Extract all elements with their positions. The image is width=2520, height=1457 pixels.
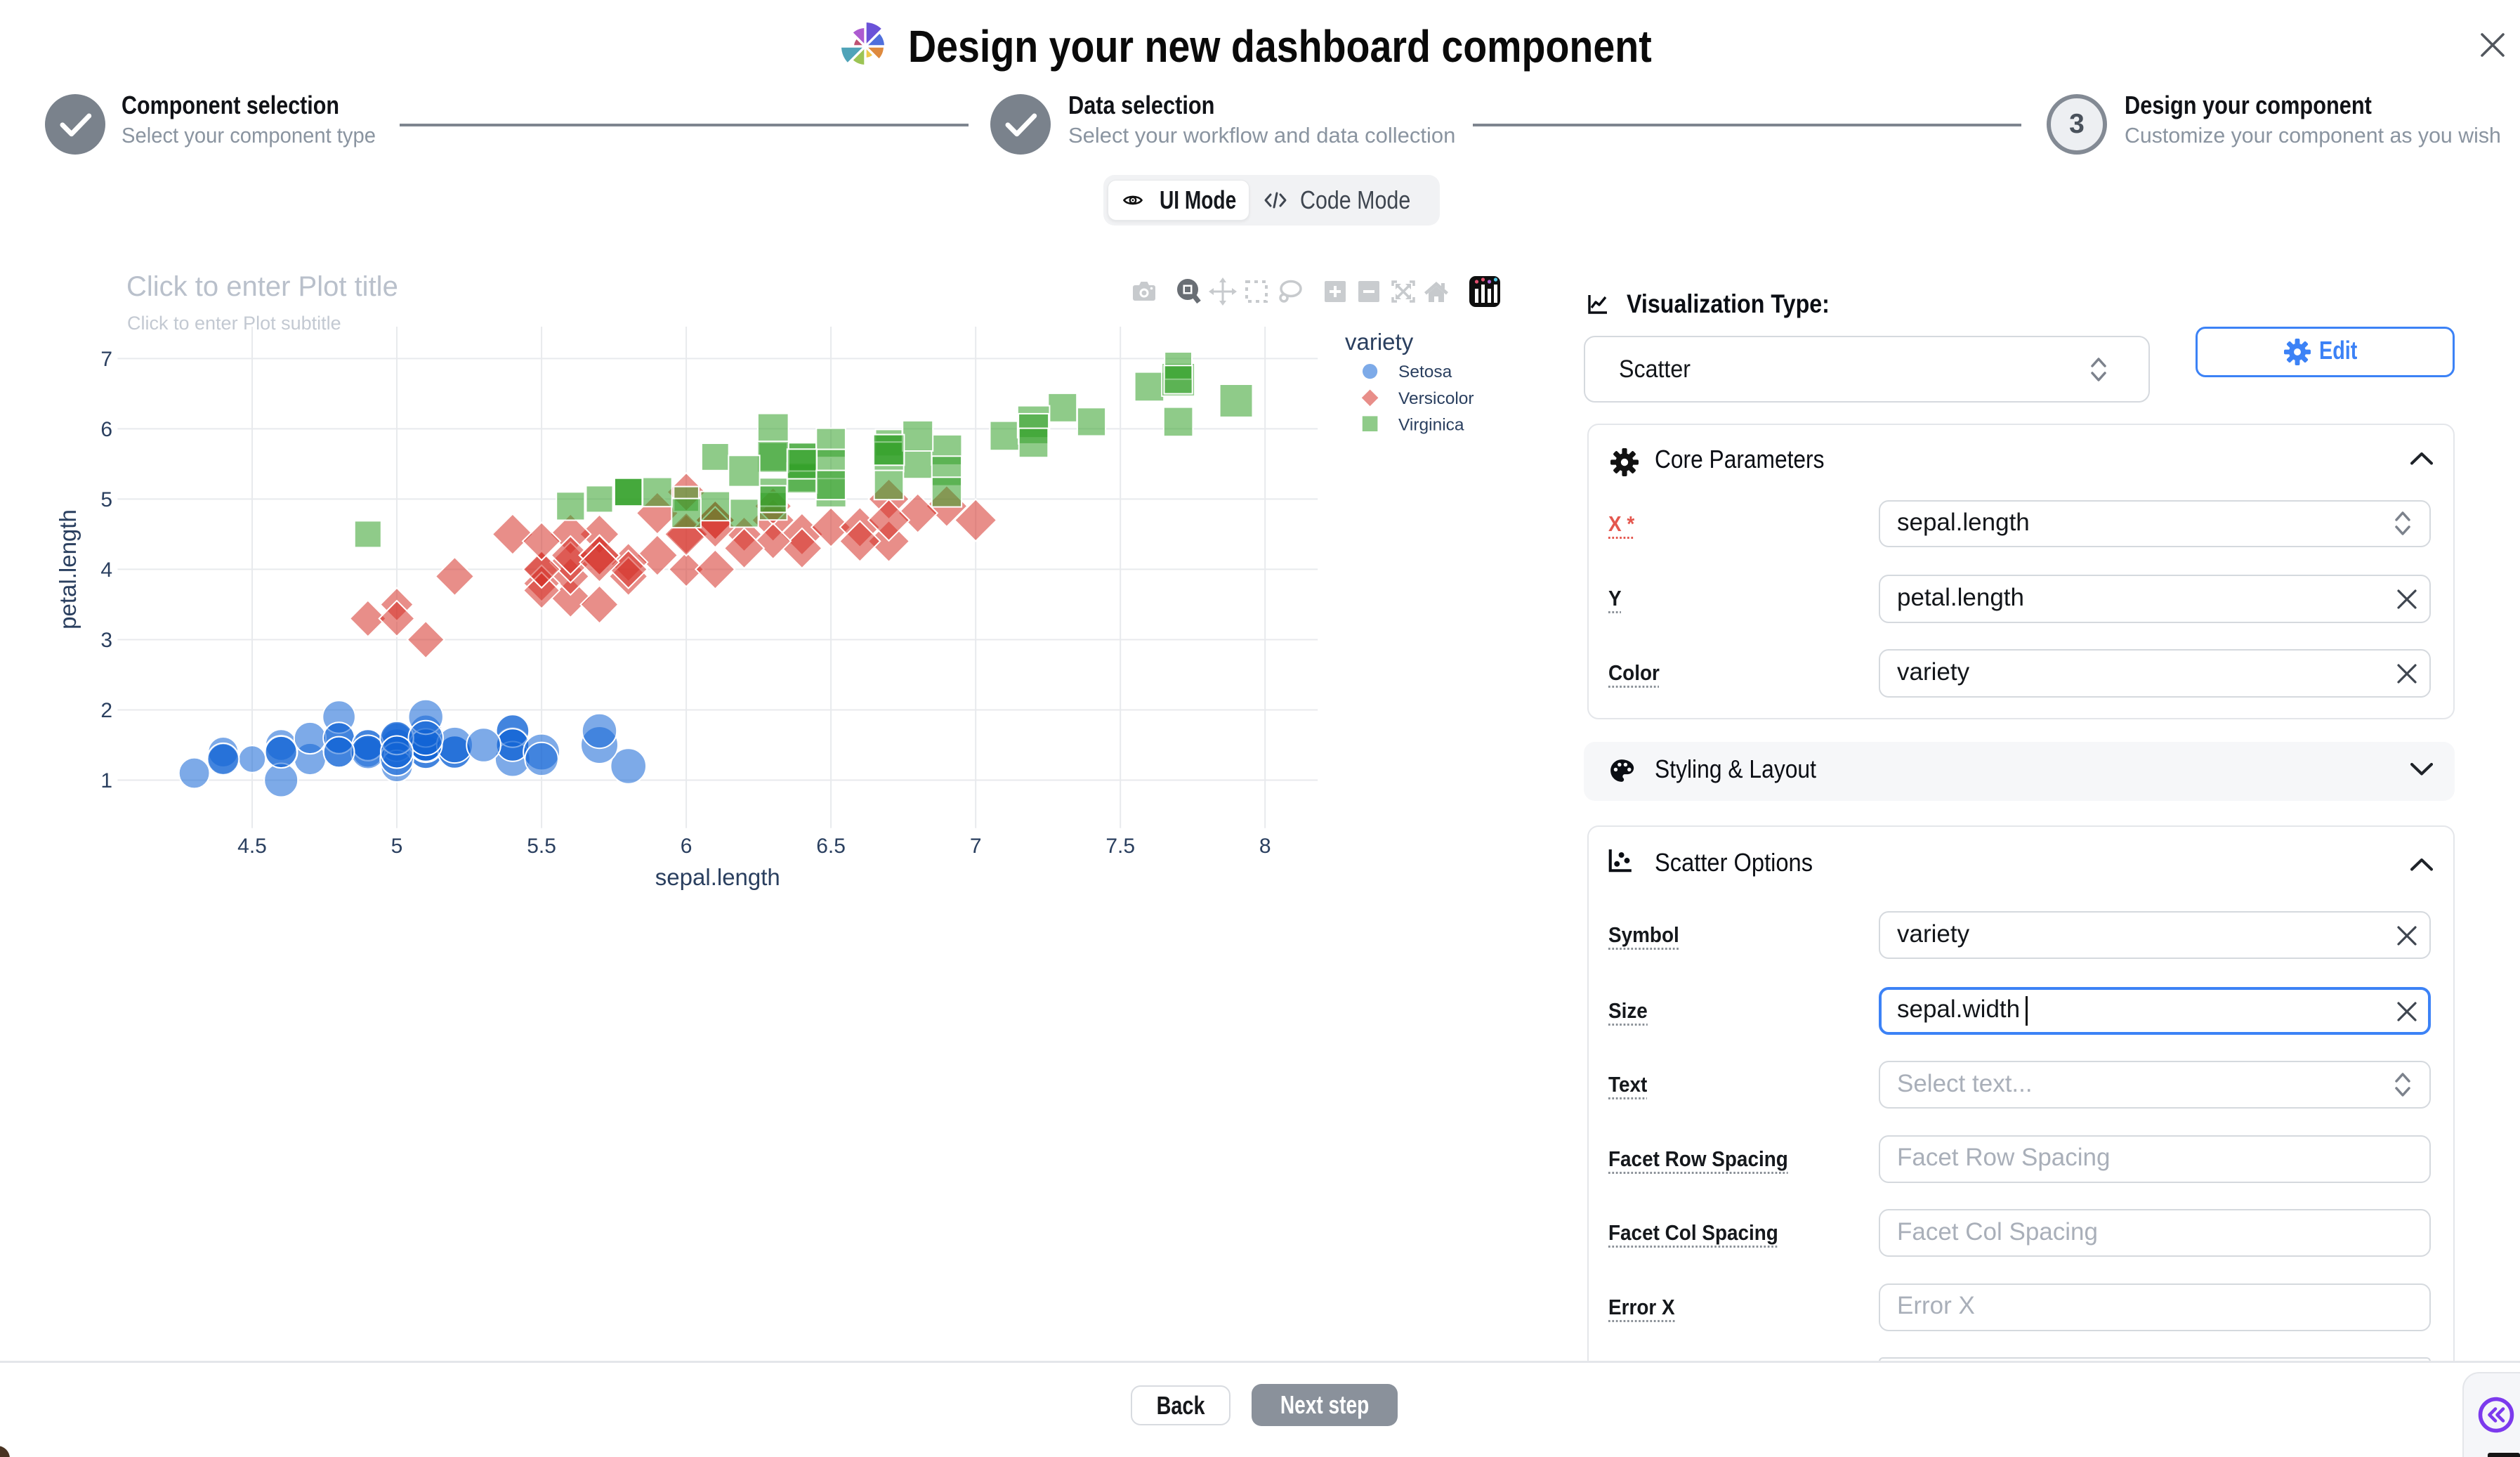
svg-text:variety: variety [1345,329,1414,355]
svg-text:5: 5 [100,488,112,511]
svg-text:petal.length: petal.length [55,509,81,629]
svg-text:7.5: 7.5 [1105,835,1135,858]
svg-text:6.5: 6.5 [816,835,846,858]
svg-text:Click to enter Plot subtitle: Click to enter Plot subtitle [127,313,341,334]
svg-text:5.5: 5.5 [527,835,556,858]
svg-text:2: 2 [100,699,112,722]
svg-text:4.5: 4.5 [237,835,267,858]
svg-text:Virginica: Virginica [1398,416,1464,435]
svg-text:Click to enter Plot title: Click to enter Plot title [126,271,398,302]
svg-text:1: 1 [100,769,112,792]
svg-text:6: 6 [100,418,112,441]
svg-text:sepal.length: sepal.length [655,864,780,890]
svg-text:6: 6 [681,835,693,858]
svg-text:3: 3 [100,629,112,652]
svg-text:Setosa: Setosa [1398,362,1452,381]
svg-text:7: 7 [970,835,982,858]
svg-text:7: 7 [100,348,112,371]
svg-text:Versicolor: Versicolor [1398,389,1474,408]
svg-text:5: 5 [391,835,403,858]
svg-text:8: 8 [1259,835,1271,858]
svg-text:4: 4 [100,558,112,582]
